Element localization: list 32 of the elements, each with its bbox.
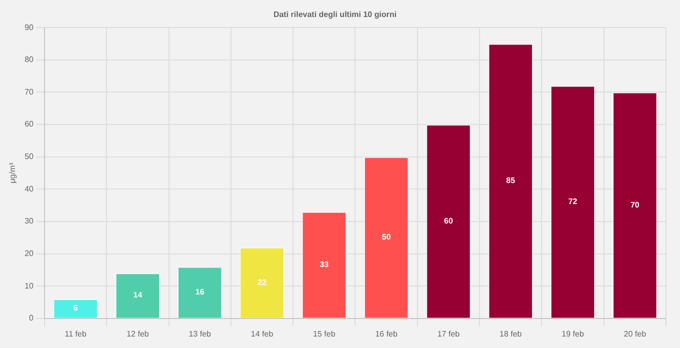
y-tick-label: 0 <box>29 314 34 323</box>
data-label: 60 <box>444 216 454 226</box>
x-tick-label: 14 feb <box>250 329 274 338</box>
chart-title: Dati rilevati degli ultimi 10 giorni <box>273 10 397 20</box>
y-tick-label: 80 <box>24 55 34 64</box>
x-tick-label: 15 feb <box>313 329 336 338</box>
data-label: 72 <box>568 197 578 206</box>
data-label: 16 <box>195 288 205 297</box>
x-tick-label: 18 feb <box>500 329 522 338</box>
data-label: 22 <box>258 278 268 287</box>
data-label: 85 <box>506 176 516 186</box>
y-tick-label: 50 <box>24 152 34 162</box>
y-tick-label: 90 <box>24 22 34 32</box>
data-label: 70 <box>630 200 640 210</box>
data-label: 14 <box>133 290 143 300</box>
y-tick-label: 20 <box>24 248 34 258</box>
x-tick-label: 19 feb <box>562 329 584 338</box>
y-axis-title: μg/m³ <box>8 162 18 184</box>
y-tick-label: 40 <box>24 184 34 194</box>
y-tick-label: 60 <box>24 120 34 129</box>
x-tick-label: 12 feb <box>126 329 150 338</box>
data-label: 50 <box>382 232 392 242</box>
x-tick-label: 11 feb <box>64 329 87 338</box>
data-label: 33 <box>320 260 330 270</box>
y-tick-label: 30 <box>24 216 34 226</box>
y-tick-label: 70 <box>24 87 34 96</box>
x-tick-label: 20 feb <box>624 329 647 338</box>
x-tick-label: 16 feb <box>375 329 398 338</box>
x-tick-label: 17 feb <box>437 329 460 338</box>
data-label: 6 <box>73 304 78 313</box>
y-tick-label: 10 <box>24 281 34 290</box>
x-tick-label: 13 feb <box>188 329 212 338</box>
